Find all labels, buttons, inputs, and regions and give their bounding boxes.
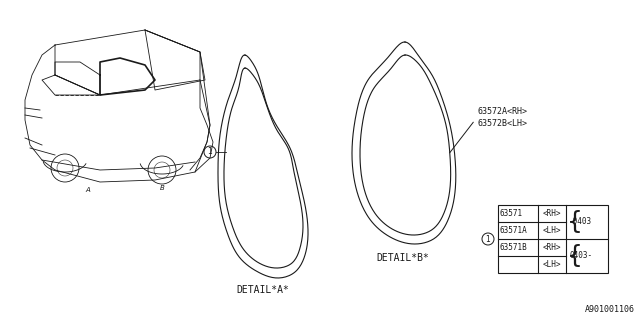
Text: <LH>: <LH> bbox=[543, 260, 561, 269]
Bar bbox=[498, 205, 608, 273]
Text: <RH>: <RH> bbox=[543, 243, 561, 252]
Text: 1: 1 bbox=[207, 148, 212, 156]
Text: DETAIL*B*: DETAIL*B* bbox=[376, 253, 429, 263]
Text: <LH>: <LH> bbox=[543, 226, 561, 235]
Text: 1: 1 bbox=[486, 235, 490, 244]
Text: 0403-: 0403- bbox=[569, 252, 592, 260]
Text: 63571B: 63571B bbox=[500, 243, 528, 252]
Text: 63571A: 63571A bbox=[500, 226, 528, 235]
Text: -0403: -0403 bbox=[569, 218, 592, 227]
Text: A: A bbox=[86, 187, 90, 193]
Text: DETAIL*A*: DETAIL*A* bbox=[237, 285, 289, 295]
Text: <RH>: <RH> bbox=[543, 209, 561, 218]
Text: {: { bbox=[567, 244, 583, 268]
Text: {: { bbox=[567, 210, 583, 234]
Text: 63572A<RH>: 63572A<RH> bbox=[477, 108, 527, 116]
Text: B: B bbox=[159, 185, 164, 191]
Text: A901001106: A901001106 bbox=[585, 305, 635, 314]
Text: 63572B<LH>: 63572B<LH> bbox=[477, 119, 527, 129]
Text: 63571: 63571 bbox=[500, 209, 523, 218]
